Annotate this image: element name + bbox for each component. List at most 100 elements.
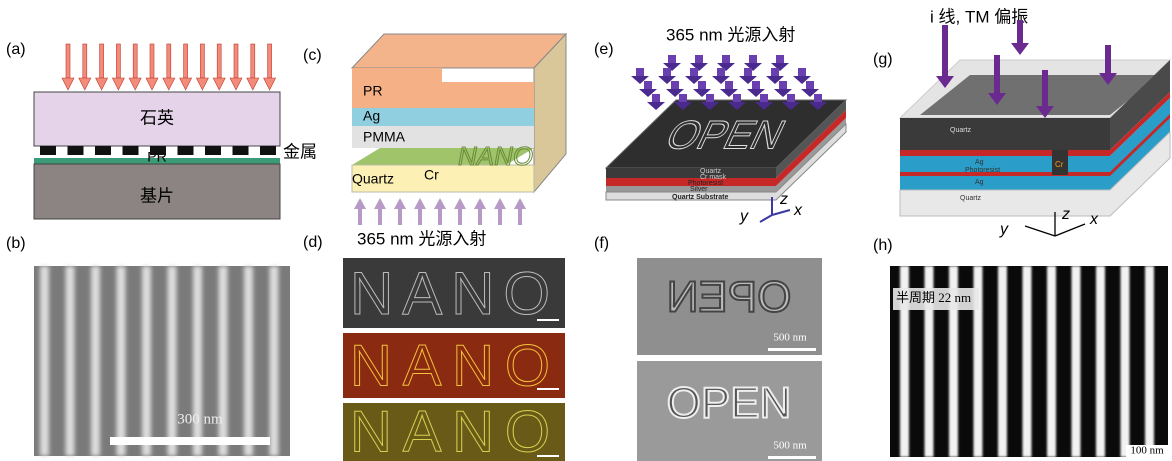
metal-block xyxy=(67,146,84,155)
panel-g: i 线, TM 偏振 Quartz Cr Ag Photoresist Ag Q… xyxy=(898,7,1172,238)
quartz-layer xyxy=(351,164,535,193)
micrograph xyxy=(637,361,822,461)
panel-label: (d) xyxy=(303,234,323,251)
stripe xyxy=(1096,266,1105,457)
light-arrow xyxy=(806,81,814,89)
panel-label: (a) xyxy=(6,41,26,58)
light-arrow-head xyxy=(1011,43,1029,55)
light-arrow-head xyxy=(514,198,526,209)
metal-block xyxy=(122,146,139,155)
light-arrow-head xyxy=(739,76,757,84)
light-arrow-head xyxy=(195,77,209,91)
light-arrow xyxy=(668,55,676,63)
light-arrow-head xyxy=(988,93,1006,105)
light-arrow xyxy=(814,94,822,102)
block-top xyxy=(350,33,568,69)
scale-label: 500 nm xyxy=(773,440,807,452)
pr-layer xyxy=(442,82,534,108)
light-arrow xyxy=(250,43,256,79)
slab-side xyxy=(776,100,846,178)
axes xyxy=(1024,212,1086,237)
layer-label: Silver xyxy=(690,186,708,193)
light-arrow-head xyxy=(374,198,386,209)
light-arrow-head xyxy=(774,89,792,97)
light-arrow xyxy=(698,81,706,89)
light-arrow xyxy=(749,55,757,63)
stripe xyxy=(244,266,253,456)
metal-block xyxy=(95,146,111,155)
scale-label: 500 nm xyxy=(773,332,807,344)
panel-label: (g) xyxy=(873,51,893,68)
light-arrow-head xyxy=(128,77,142,91)
light-arrow-head xyxy=(229,77,243,91)
layer-label: Cr xyxy=(1055,160,1064,169)
quartz-label: 石英 xyxy=(140,108,174,127)
illumination: i 线, TM 偏振 xyxy=(930,7,1028,26)
metal-block xyxy=(177,146,194,155)
light-arrow-head xyxy=(474,198,486,209)
light-arrow-head xyxy=(712,76,730,84)
layer-label: PR xyxy=(363,83,382,99)
light-arrow-head xyxy=(1099,73,1117,85)
light-arrow-head xyxy=(354,198,366,209)
light-arrow-head xyxy=(701,102,719,110)
light-arrow-head xyxy=(145,77,159,91)
stripe xyxy=(269,266,279,456)
light-arrow-head xyxy=(693,89,711,97)
stripe xyxy=(973,266,983,457)
light-arrow xyxy=(99,43,104,79)
pattern: NANO xyxy=(350,260,560,327)
light-arrow xyxy=(652,94,660,102)
metal-block xyxy=(150,146,166,155)
substrate xyxy=(33,163,281,220)
light-arrow-head xyxy=(793,76,811,84)
light-arrow xyxy=(706,94,714,102)
panel-d: NANO NANO NANO xyxy=(343,258,565,461)
light-arrow xyxy=(722,55,730,63)
metal-block xyxy=(40,146,56,155)
stripe xyxy=(1071,266,1081,457)
pattern: NANO xyxy=(350,399,560,461)
panel-label: (f) xyxy=(594,235,609,252)
slab-photoresist xyxy=(606,110,846,186)
pmma-layer xyxy=(352,126,534,148)
panel-c: PR Ag PMMA Quartz Cr NANO 365 nm 光源入射 xyxy=(350,32,568,248)
light-arrow xyxy=(498,208,502,225)
light-arrow-head xyxy=(246,77,260,91)
light-arrow xyxy=(267,43,272,79)
light-arrow-head xyxy=(394,198,406,209)
illumination: 365 nm 光源入射 xyxy=(357,229,486,248)
light-arrow xyxy=(663,68,671,76)
light-arrow xyxy=(478,208,482,225)
panel-label: (b) xyxy=(6,235,26,252)
light-arrow xyxy=(771,68,779,76)
light-arrow xyxy=(779,81,787,89)
light-arrow xyxy=(358,208,362,225)
pr-layer xyxy=(352,68,442,108)
pattern: OPEN xyxy=(659,112,793,157)
light-arrow xyxy=(65,43,71,79)
scale-label: 300 nm xyxy=(177,411,223,427)
stripe xyxy=(998,266,1007,457)
light-arrow xyxy=(1042,70,1048,106)
light-arrow-head xyxy=(454,198,466,209)
light-arrow-head xyxy=(685,76,703,84)
axes xyxy=(759,197,791,223)
panel-label: (h) xyxy=(873,237,893,254)
light-arrow-head xyxy=(162,77,176,91)
panel-label: (e) xyxy=(594,41,614,58)
layer-label: Ag xyxy=(363,108,380,124)
light-arrow xyxy=(787,94,795,102)
light-arrow-head xyxy=(717,63,735,71)
light-arrow xyxy=(116,43,121,79)
pattern: NANO xyxy=(350,333,560,398)
light-arrow xyxy=(82,43,88,79)
layer-label: Quartz xyxy=(950,127,972,134)
pr-label: 基片 xyxy=(140,186,174,205)
light-arrow-head xyxy=(263,77,277,91)
light-arrow-head xyxy=(674,102,692,110)
axis-label: y xyxy=(999,221,1009,238)
light-arrow-head xyxy=(771,63,789,71)
scale-bar xyxy=(537,319,559,321)
micrograph xyxy=(343,333,565,398)
